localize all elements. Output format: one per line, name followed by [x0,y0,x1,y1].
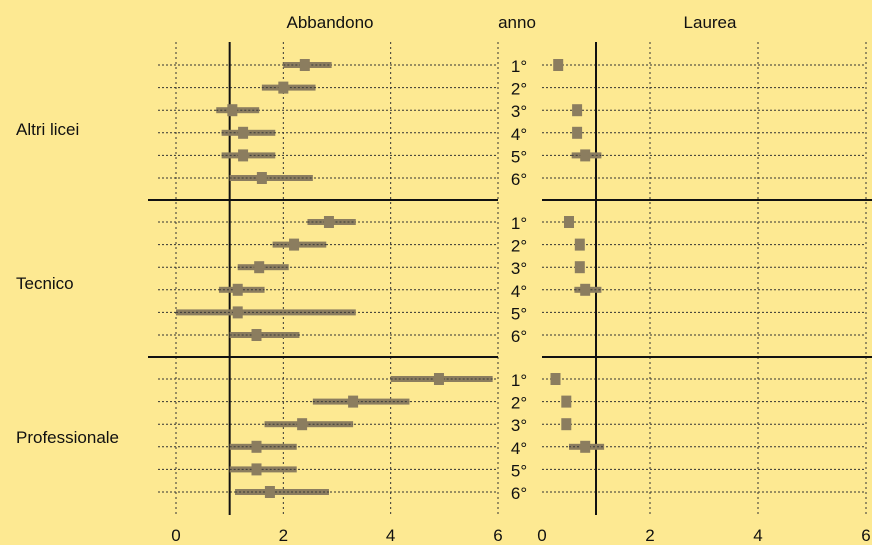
year-label: 1° [511,371,527,390]
x-tick-right: 6 [861,526,870,545]
year-label: 2° [511,394,527,413]
year-label: 3° [511,102,527,121]
header-laurea: Laurea [684,13,737,32]
year-label: 2° [511,237,527,256]
laurea-point [572,104,583,117]
abbandono-point [299,59,310,71]
abbandono-ci-bar [221,152,276,159]
abbandono-ci-bar [221,129,276,136]
x-tick-right: 2 [645,526,654,545]
abbandono-point [251,463,262,476]
abbandono-point [238,126,249,139]
laurea-point [574,261,585,274]
group-label-altri-licei: Altri licei [16,120,79,139]
year-label: 6° [511,170,527,189]
header-anno: anno [498,13,536,32]
marks-layer [176,59,605,498]
abbandono-point [256,172,267,184]
year-label: 1° [511,214,527,233]
laurea-point [580,283,591,296]
abbandono-point [238,149,249,162]
abbandono-point [278,81,289,94]
laurea-point [572,126,583,139]
x-tick-right: 0 [537,526,546,545]
x-tick-right: 4 [753,526,762,545]
abbandono-point [323,216,334,228]
year-label: 3° [511,259,527,278]
year-label: 2° [511,80,527,99]
year-label: 6° [511,484,527,503]
abbandono-ci-bar [235,489,329,495]
laurea-point [561,395,572,408]
abbandono-point [227,104,238,117]
abbandono-ci-bar [261,84,316,91]
abbandono-point [232,283,243,296]
year-label: 1° [511,57,527,76]
abbandono-point [348,395,359,408]
abbandono-point [254,261,265,274]
year-label: 4° [511,125,527,144]
abbandono-point [251,440,262,453]
abbandono-point [232,306,243,319]
abbandono-ci-bar [272,241,327,248]
abbandono-point [251,329,262,341]
x-tick-left: 2 [279,526,288,545]
year-label: 3° [511,416,527,435]
group-label-tecnico: Tecnico [16,274,74,293]
group-separators [148,42,872,515]
labels-layer: Abbandono anno Laurea Altri licei Tecnic… [16,13,871,545]
x-tick-left: 0 [171,526,180,545]
year-label: 4° [511,439,527,458]
laurea-point [553,59,564,71]
group-label-professionale: Professionale [16,428,119,447]
abbandono-point [289,238,300,251]
x-tick-left: 4 [386,526,395,545]
year-label: 5° [511,304,527,323]
laurea-point [574,238,585,251]
laurea-point [580,440,591,453]
laurea-point [550,373,561,385]
year-label: 4° [511,282,527,301]
abbandono-point [297,418,308,431]
laurea-point [561,418,572,431]
year-label: 6° [511,327,527,346]
year-label: 5° [511,147,527,166]
header-abbandono: Abbandono [287,13,374,32]
year-label: 5° [511,461,527,480]
abbandono-point [264,486,275,498]
x-tick-left: 6 [493,526,502,545]
laurea-point [564,216,574,228]
abbandono-point [433,373,444,385]
abbandono-ci-bar [229,332,300,338]
laurea-point [580,149,591,162]
